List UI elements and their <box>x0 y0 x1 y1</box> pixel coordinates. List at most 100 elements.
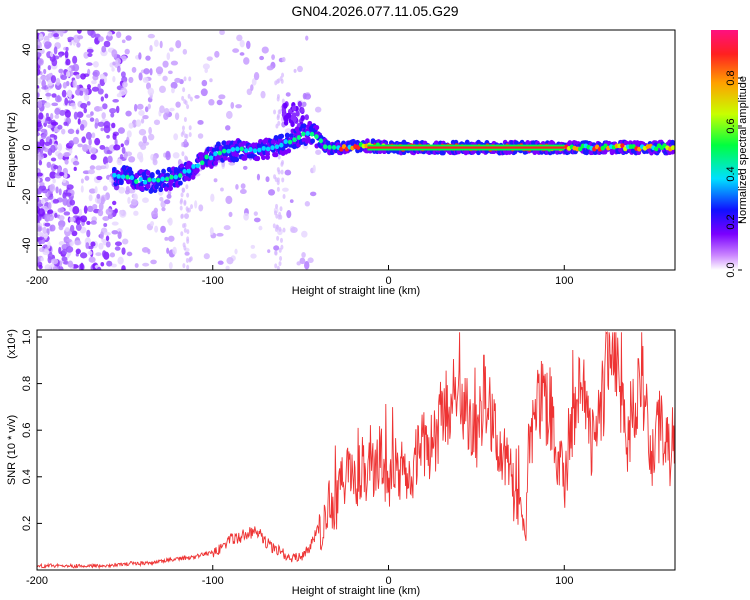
spectrogram-noise-point <box>142 197 149 203</box>
spectrogram-ridge-point <box>221 140 227 146</box>
spectrogram-noise-point <box>153 39 159 47</box>
spectrogram-noise-point <box>54 114 60 119</box>
spectrogram-noise-point <box>150 220 155 227</box>
spectrogram-noise-point <box>230 101 235 109</box>
spectrogram-noise-point <box>140 144 147 150</box>
spectrogram-noise-point <box>295 110 300 117</box>
spectrogram-noise-point <box>276 224 280 230</box>
spectrogram-ridge-point <box>120 174 126 180</box>
spectrogram-noise-point <box>121 265 126 270</box>
spectrogram-noise-point <box>185 206 189 212</box>
colorbar-label: Normalized spectral amplitude <box>737 76 749 224</box>
spectrogram-noise-point <box>159 196 164 202</box>
spectrogram-noise-point <box>76 111 84 118</box>
spectrogram-noise-point <box>110 112 115 118</box>
spectrogram-noise-point <box>109 252 116 258</box>
spectrogram-noise-point <box>40 149 44 158</box>
spectrogram-ridge-point <box>204 154 209 160</box>
spectrogram-noise-point <box>38 160 43 166</box>
spectrogram-noise-point <box>149 68 153 76</box>
spectrogram-noise-point <box>183 199 187 205</box>
spectrogram-noise-point <box>148 126 152 135</box>
spectrogram-ridge-point <box>274 144 280 150</box>
spectrogram-noise-point <box>37 91 40 99</box>
spectrogram-noise-point <box>297 65 303 73</box>
spectrogram-noise-point <box>89 165 96 170</box>
spectrogram-noise-point <box>121 39 126 44</box>
spectrogram-noise-point <box>182 223 186 229</box>
spectrogram-noise-point <box>277 228 283 236</box>
spectrogram-noise-point <box>80 178 84 184</box>
spectrogram-noise-point <box>39 138 45 147</box>
spectrogram-noise-point <box>166 247 170 254</box>
spectrogram-y-tick-label: -40 <box>21 238 33 254</box>
spectrogram-noise-point <box>98 202 104 211</box>
spectrogram-noise-point <box>96 266 102 270</box>
spectrogram-noise-point <box>94 196 102 204</box>
spectrogram-noise-point <box>115 105 120 114</box>
spectrogram-noise-point <box>75 248 81 255</box>
spectrogram-noise-point <box>126 251 133 257</box>
spectrogram-noise-point <box>55 186 59 194</box>
spectrogram-noise-point <box>120 143 124 148</box>
spectrogram-noise-point <box>209 78 213 83</box>
spectrogram-noise-point <box>107 155 113 164</box>
spectrogram-noise-point <box>87 205 94 213</box>
spectrogram-noise-point <box>275 123 279 129</box>
spectrogram-noise-point <box>128 156 136 163</box>
spectrogram-noise-point <box>64 50 69 59</box>
spectrogram-noise-point <box>112 61 116 66</box>
spectrogram-noise-point <box>174 77 182 83</box>
spectrogram-noise-point <box>251 78 257 86</box>
spectrogram-noise-point <box>279 237 283 243</box>
spectrogram-noise-point <box>112 75 116 83</box>
spectrogram-ridge-point <box>213 160 218 166</box>
spectrogram-noise-point <box>57 124 63 130</box>
spectrogram-noise-point <box>139 155 144 163</box>
spectrogram-noise-point <box>44 176 51 182</box>
spectrogram-noise-point <box>284 128 292 134</box>
colorbar-gradient <box>711 30 738 270</box>
spectrogram-noise-point <box>47 124 54 129</box>
spectrogram-noise-point <box>120 55 127 61</box>
spectrogram-ridge-point <box>178 180 183 186</box>
spectrogram-noise-point <box>114 246 121 251</box>
spectrogram-noise-point <box>104 93 109 99</box>
spectrogram-noise-point <box>243 212 249 221</box>
spectrogram-noise-point <box>151 210 158 218</box>
spectrogram-noise-point <box>65 246 74 253</box>
spectrogram-noise-point <box>106 134 110 139</box>
spectrogram-ridge-point <box>173 174 179 180</box>
spectrogram-noise-point <box>184 139 188 145</box>
spectrogram-ridge-point <box>187 161 193 167</box>
spectrogram-noise-point <box>165 150 171 158</box>
spectrogram-noise-point <box>109 107 117 114</box>
spectrogram-noise-point <box>242 165 248 170</box>
spectrogram-noise-point <box>87 250 93 256</box>
spectrogram-noise-point <box>235 104 242 109</box>
spectrogram-ridge-point <box>156 177 161 183</box>
spectrogram-noise-point <box>47 202 52 210</box>
spectrogram-noise-point <box>281 159 285 165</box>
spectrogram-noise-point <box>201 79 208 87</box>
spectrogram-noise-point <box>186 229 190 235</box>
spectrogram-noise-point <box>138 128 147 136</box>
spectrogram-noise-point <box>90 220 97 225</box>
spectrogram-noise-point <box>145 55 151 61</box>
spectrogram-noise-point <box>169 107 175 112</box>
spectrogram-noise-point <box>186 192 190 198</box>
spectrogram-ridge-point <box>314 124 320 131</box>
spectrogram-noise-point <box>53 46 58 55</box>
spectrogram-noise-point <box>281 72 285 78</box>
spectrogram-noise-point <box>299 257 306 265</box>
spectrogram-noise-point <box>64 158 69 165</box>
spectrogram-noise-point <box>61 248 68 255</box>
spectrogram-noise-point <box>181 95 185 101</box>
spectrogram-noise-point <box>276 186 280 192</box>
spectrogram-x-label: Height of straight line (km) <box>292 285 420 297</box>
spectrogram-noise-point <box>75 223 82 232</box>
spectrogram-ridge-point <box>234 156 240 163</box>
spectrogram-noise-point <box>110 263 117 268</box>
spectrogram-noise-point <box>142 77 149 83</box>
